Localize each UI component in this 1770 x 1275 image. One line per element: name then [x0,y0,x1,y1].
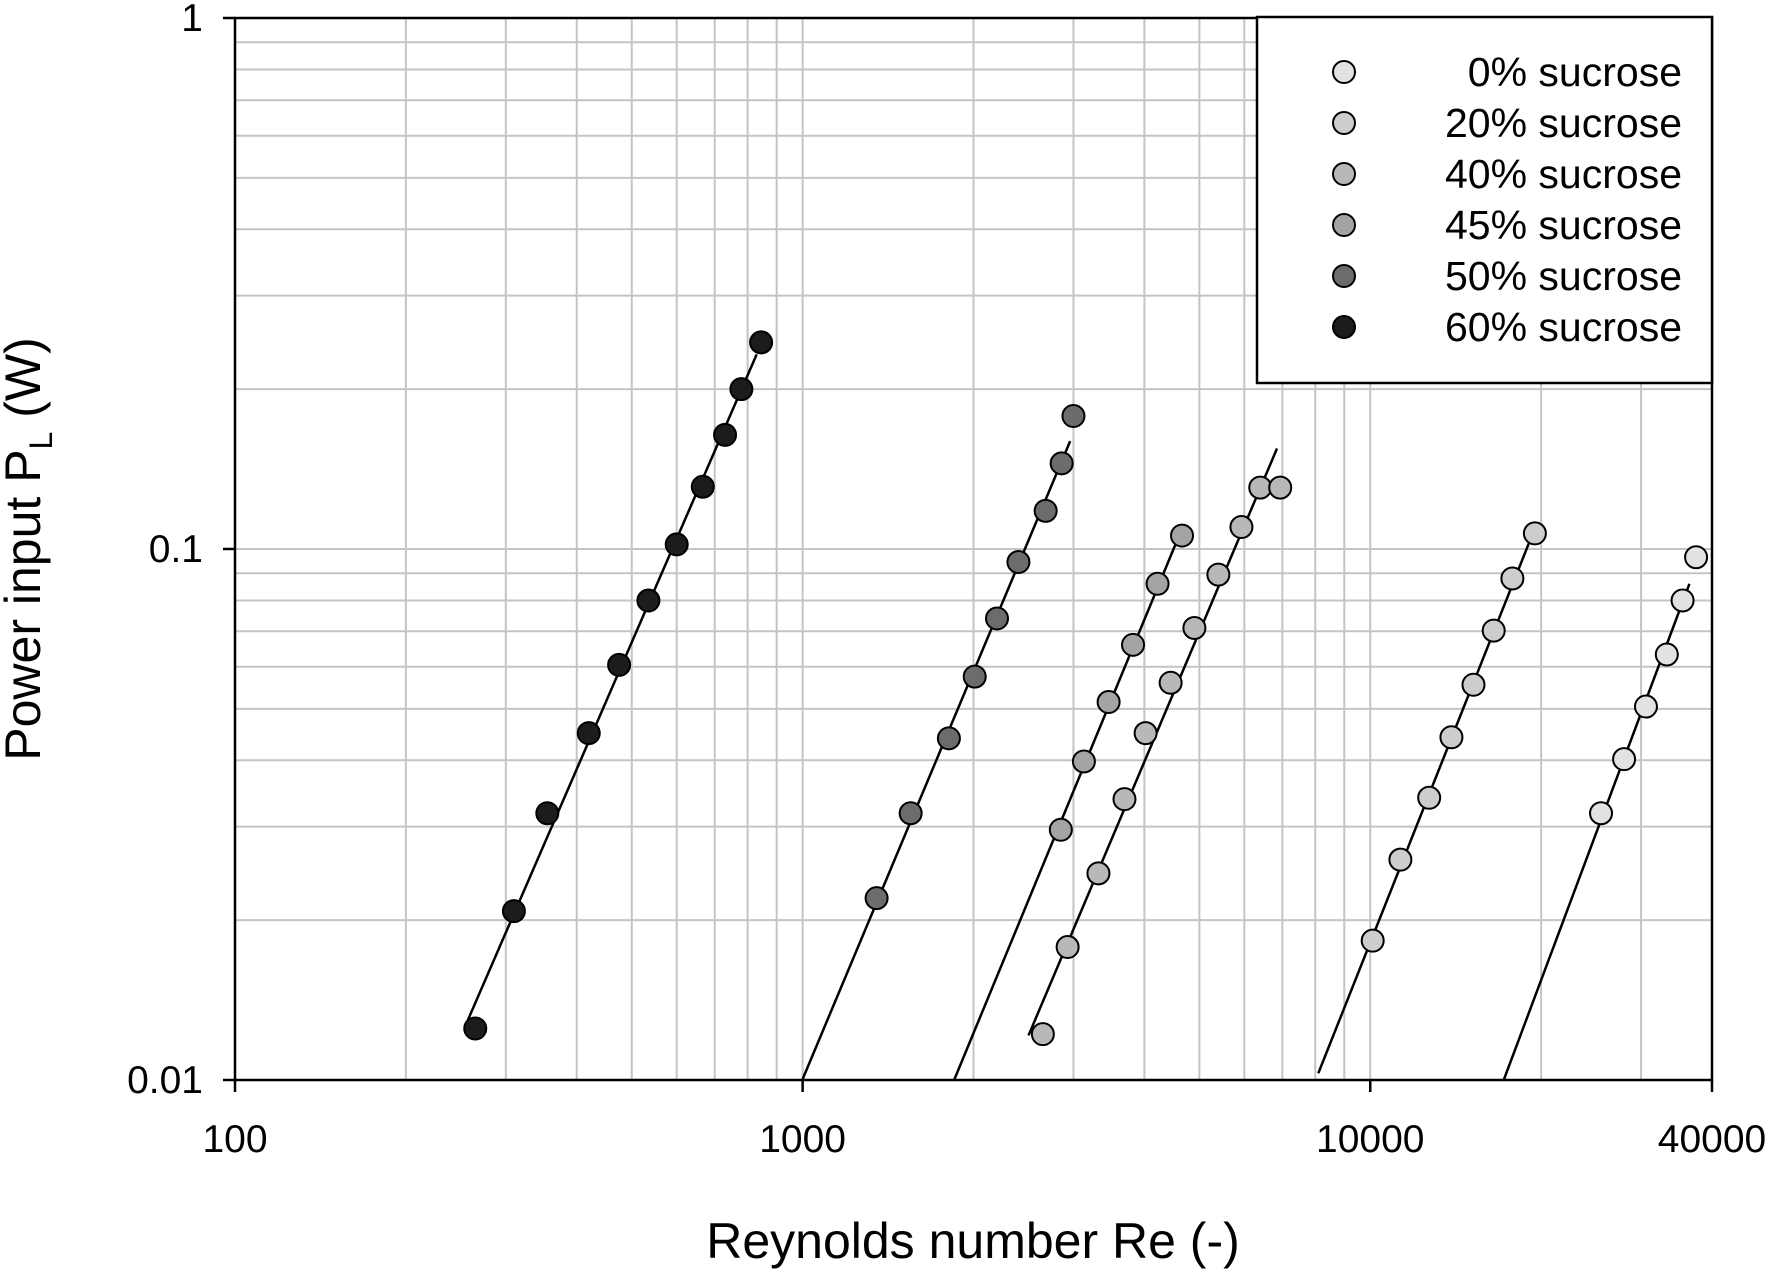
data-point [1461,672,1486,697]
data-point [576,721,601,746]
data-point [1684,545,1709,570]
legend: 0% sucrose 20% sucrose 40% sucrose 45% sucr… [1255,15,1714,385]
data-point [1033,498,1058,523]
data-point [1439,725,1464,750]
data-point [1522,521,1547,546]
data-points-layer [463,330,1709,1047]
data-point [1112,787,1137,812]
data-point [1248,475,1273,500]
data-point [664,532,689,557]
data-point [501,899,526,924]
data-point [1229,515,1254,540]
legend-label: 40% sucrose [1445,151,1682,197]
fit-lines-layer [464,353,1691,1081]
data-point [1417,785,1442,810]
legend-label: 50% sucrose [1445,253,1682,299]
data-point [1158,670,1183,695]
x-axis-title: Reynolds number Re (-) [706,1213,1240,1269]
fit-line [801,440,1072,1080]
data-point [1654,642,1679,667]
data-point [1048,817,1073,842]
data-point [1268,475,1293,500]
y-tick-label: 1 [181,0,203,40]
fit-line [952,535,1180,1081]
data-point [1182,615,1207,640]
legend-label: 0% sucrose [1468,49,1682,95]
data-point [1481,618,1506,643]
fit-line [1502,583,1691,1081]
legend-label: 60% sucrose [1445,304,1682,350]
data-point [463,1016,488,1041]
data-point [1096,690,1121,715]
legend-box [1255,15,1714,385]
data-point [1086,861,1111,886]
y-axis-title-unit: (W) [0,337,51,431]
data-point [690,474,715,499]
data-point [1030,1022,1055,1047]
legend-label: 20% sucrose [1445,100,1682,146]
y-tick-label: 0.1 [149,528,203,571]
data-point [749,330,774,355]
data-point [713,422,738,447]
data-point [864,886,889,911]
data-point [1612,747,1637,772]
data-point [1145,571,1170,596]
data-point [1170,523,1195,548]
data-point [1360,928,1385,953]
ticks-layer: 100 1000 10000 40000 0.01 0.1 1 [127,0,1766,1161]
y-axis-title-subscript: L [23,432,59,450]
x-tick-label: 40000 [1658,1118,1766,1161]
data-point [1121,632,1146,657]
legend-marker [1332,315,1356,339]
data-point [1071,749,1096,774]
y-axis-title-main: Power input P [0,449,51,760]
data-point [1500,566,1525,591]
data-point [607,652,632,677]
data-point [1061,404,1086,429]
data-point [535,801,560,826]
y-axis-title: Power input PL (W) [0,337,59,760]
legend-marker [1332,162,1356,186]
data-point [1133,721,1158,746]
data-point [1589,801,1614,826]
data-point [1670,588,1695,613]
data-point [1206,562,1231,587]
data-point [729,377,754,402]
y-tick-label: 0.01 [127,1059,203,1102]
legend-label: 45% sucrose [1445,202,1682,248]
data-point [984,606,1009,631]
data-point [1055,935,1080,960]
data-point [1633,694,1658,719]
x-tick-label: 1000 [759,1118,846,1161]
legend-marker [1332,213,1356,237]
x-tick-label: 100 [202,1118,267,1161]
x-tick-label: 10000 [1316,1118,1424,1161]
legend-marker [1332,111,1356,135]
data-point [936,726,961,751]
legend-marker [1332,264,1356,288]
data-point [898,801,923,826]
data-point [636,588,661,613]
legend-marker [1332,60,1356,84]
data-point [1388,847,1413,872]
fit-line [464,353,758,1026]
data-point [1049,451,1074,476]
data-point [1006,550,1031,575]
data-point [962,664,987,689]
